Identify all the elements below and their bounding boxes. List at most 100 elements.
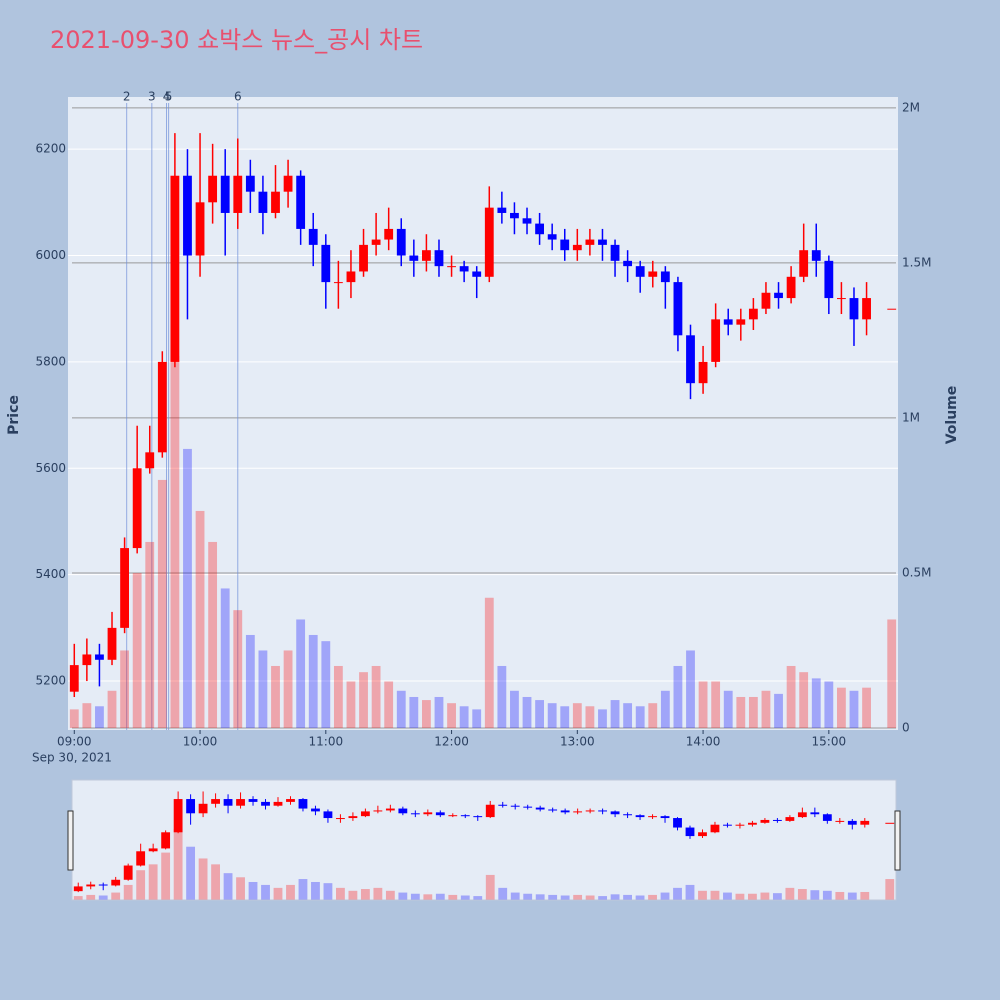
volume-bar [887, 619, 897, 728]
y-tick-label: 5800 [35, 354, 66, 368]
candle-body [710, 824, 720, 833]
candle-body [860, 820, 870, 825]
volume-bar [560, 706, 570, 728]
volume-bar [186, 846, 196, 900]
volume-bar [183, 448, 192, 728]
volume-bar [510, 690, 519, 728]
candle-body [448, 815, 458, 817]
volume-bar [157, 479, 167, 728]
candle-body [473, 816, 483, 818]
candle-body [610, 244, 620, 261]
candle-body [186, 799, 196, 814]
volume-bar [111, 892, 121, 900]
candle-body [673, 818, 682, 828]
news-label: 6 [234, 90, 242, 104]
volume-bar [410, 893, 420, 900]
volume-bar [95, 706, 104, 728]
volume-bar [298, 879, 308, 900]
volume-bar [560, 895, 570, 900]
volume-bar [123, 884, 133, 900]
candle-body [136, 851, 146, 866]
candle-body [560, 810, 570, 813]
y2-tick-label: 1M [902, 410, 920, 424]
candle-body [810, 812, 820, 815]
y-tick-label: 6000 [35, 248, 66, 262]
volume-bar [497, 665, 507, 728]
news-label: 5 [165, 90, 173, 104]
volume-bar [547, 703, 557, 728]
volume-bar [847, 892, 857, 900]
candle-body [735, 824, 745, 826]
candle-body [348, 816, 358, 819]
candle-body [811, 250, 821, 261]
candle-body [148, 848, 158, 852]
volume-bar [785, 887, 795, 900]
volume-bar [359, 672, 368, 728]
volume-bar [522, 696, 532, 728]
x-tick-label: 14:00 [686, 735, 721, 749]
y2-tick-label: 0.5M [902, 565, 931, 579]
volume-bar [760, 892, 770, 900]
date-label: Sep 30, 2021 [32, 751, 112, 765]
volume-bar [772, 893, 782, 900]
volume-bar [460, 895, 470, 900]
candle-body [862, 298, 871, 320]
candle-body [522, 218, 532, 224]
candle-body [836, 298, 846, 300]
candle-body [311, 808, 320, 812]
volume-bar [484, 597, 494, 728]
candle-body [484, 207, 494, 277]
candle-body [95, 654, 104, 660]
volume-bar [409, 696, 419, 728]
volume-bar [635, 895, 645, 900]
volume-bar [434, 696, 444, 728]
candle-body [548, 809, 558, 811]
volume-bar [748, 893, 757, 900]
volume-bar [346, 681, 356, 728]
volume-bar [447, 703, 456, 728]
y-tick-label: 5400 [35, 567, 66, 581]
candle-body [585, 239, 595, 245]
candle-body [248, 799, 258, 802]
volume-bar [82, 703, 92, 728]
candle-body [572, 244, 582, 251]
volume-bar [333, 665, 343, 728]
candle-body [373, 810, 383, 812]
volume-bar [810, 890, 820, 900]
volume-bar [173, 829, 183, 900]
candle-body [635, 266, 645, 277]
candle-body [195, 202, 205, 256]
volume-bar [710, 890, 720, 900]
news-label: 3 [148, 90, 156, 104]
volume-bar [623, 703, 633, 728]
volume-bar [220, 588, 230, 728]
candle-body [220, 175, 230, 213]
volume-bar [498, 887, 508, 900]
volume-bar [360, 889, 370, 900]
volume-bar [273, 887, 283, 900]
candle-body [173, 799, 183, 833]
candle-body [748, 308, 758, 320]
candle-body [623, 260, 633, 267]
volume-bar [435, 893, 445, 900]
candle-body [711, 319, 721, 362]
volume-bar [161, 852, 171, 900]
candle-body [183, 175, 192, 256]
candle-body [761, 292, 771, 309]
volume-bar [472, 709, 482, 728]
range-handle-left[interactable] [67, 810, 74, 871]
range-slider[interactable] [71, 779, 897, 901]
candle-body [236, 799, 245, 806]
volume-bar [610, 700, 620, 728]
y2-axis-title: Volume [944, 386, 960, 445]
volume-bar [321, 641, 331, 728]
volume-bar [195, 510, 205, 728]
volume-bar [311, 881, 320, 900]
volume-bar [748, 696, 758, 728]
candle-body [460, 815, 470, 817]
candle-body [308, 228, 318, 245]
range-handle-right[interactable] [894, 810, 901, 871]
volume-bar [535, 894, 545, 900]
candle-body [560, 239, 570, 251]
volume-bar [660, 892, 670, 900]
